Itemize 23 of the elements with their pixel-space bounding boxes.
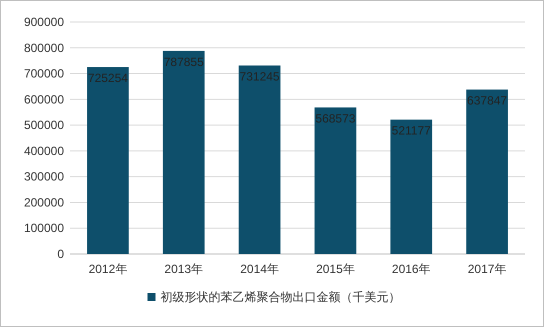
x-tick-label: 2012年 bbox=[88, 262, 128, 276]
y-tick-label: 0 bbox=[57, 247, 64, 261]
y-tick-label: 200000 bbox=[24, 195, 64, 210]
y-tick-label: 100000 bbox=[24, 221, 64, 236]
data-label: 637847 bbox=[467, 94, 508, 108]
y-tick-label: 800000 bbox=[24, 40, 64, 55]
x-tick-label: 2014年 bbox=[240, 262, 279, 276]
data-label: 521177 bbox=[392, 124, 432, 138]
x-tick-label: 2016年 bbox=[392, 262, 431, 276]
x-tick-label: 2017年 bbox=[468, 262, 506, 276]
y-tick-label: 700000 bbox=[24, 66, 64, 81]
y-tick-label: 900000 bbox=[24, 15, 64, 29]
y-tick-label: 300000 bbox=[24, 170, 64, 184]
y-tick-label: 600000 bbox=[24, 92, 64, 106]
data-label: 731245 bbox=[240, 70, 280, 84]
x-tick-label: 2013年 bbox=[164, 262, 204, 276]
data-label: 787855 bbox=[164, 54, 204, 69]
legend: 初级形状的苯乙烯聚合物出口金额（千美元） bbox=[148, 290, 400, 304]
y-tick-label: 500000 bbox=[24, 118, 64, 132]
data-label: 568573 bbox=[315, 111, 356, 126]
y-tick-label: 400000 bbox=[24, 144, 64, 158]
x-tick-label: 2015年 bbox=[316, 262, 355, 276]
data-label: 725254 bbox=[88, 71, 128, 86]
